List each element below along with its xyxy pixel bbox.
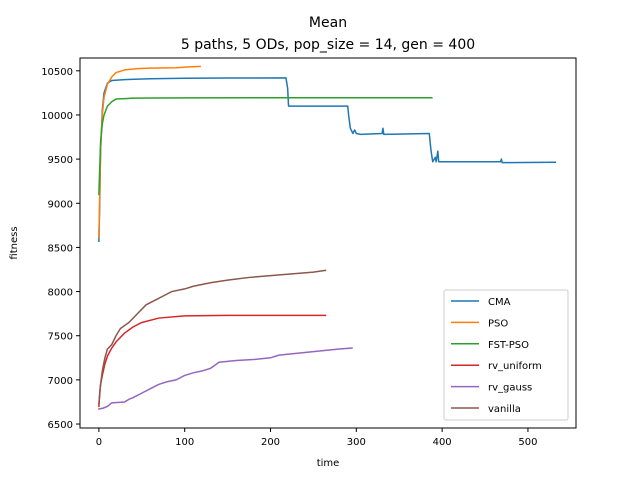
legend-box bbox=[443, 289, 569, 421]
x-tick-label: 400 bbox=[433, 437, 452, 448]
axes-frame bbox=[79, 57, 577, 429]
chart-title: Mean bbox=[309, 15, 347, 31]
series-line-cma bbox=[98, 77, 557, 242]
x-axis-ticks: 0 100 200 300 400 500 bbox=[96, 428, 537, 448]
legend-label-pso: PSO bbox=[488, 318, 508, 329]
y-axis-label: fitness bbox=[9, 226, 20, 259]
series-line-fst-pso bbox=[98, 96, 433, 196]
series-line-vanilla bbox=[98, 269, 327, 405]
legend-label-cma: CMA bbox=[488, 297, 511, 308]
legend-label-fst-pso: FST-PSO bbox=[488, 340, 529, 351]
y-tick-label: 6500 bbox=[48, 420, 73, 431]
legend-label-rv-uniform: rv_uniform bbox=[488, 361, 542, 372]
y-tick-label: 7500 bbox=[48, 332, 73, 343]
legend-label-vanilla: vanilla bbox=[488, 404, 521, 415]
chart-subtitle: 5 paths, 5 ODs, pop_size = 14, gen = 400 bbox=[181, 37, 475, 53]
x-tick-label: 100 bbox=[175, 437, 194, 448]
y-axis-ticks: 6500 7000 7500 8000 8500 9000 9500 10000 10500 bbox=[41, 67, 80, 431]
x-tick-label: 0 bbox=[96, 437, 102, 448]
y-tick-label: 9000 bbox=[48, 199, 73, 210]
y-tick-label: 9500 bbox=[48, 155, 73, 166]
series-layer bbox=[97, 65, 557, 410]
y-tick-label: 7000 bbox=[48, 376, 73, 387]
y-tick-label: 10000 bbox=[41, 111, 73, 122]
y-tick-label: 8000 bbox=[48, 288, 73, 299]
y-tick-label: 8500 bbox=[48, 243, 73, 254]
x-tick-label: 300 bbox=[347, 437, 366, 448]
y-tick-label: 10500 bbox=[41, 67, 73, 78]
x-tick-label: 500 bbox=[518, 437, 537, 448]
x-tick-label: 200 bbox=[261, 437, 280, 448]
series-line-rv-gauss bbox=[97, 347, 353, 410]
x-axis-label: time bbox=[317, 458, 340, 469]
legend-label-rv-gauss: rv_gauss bbox=[488, 383, 532, 394]
